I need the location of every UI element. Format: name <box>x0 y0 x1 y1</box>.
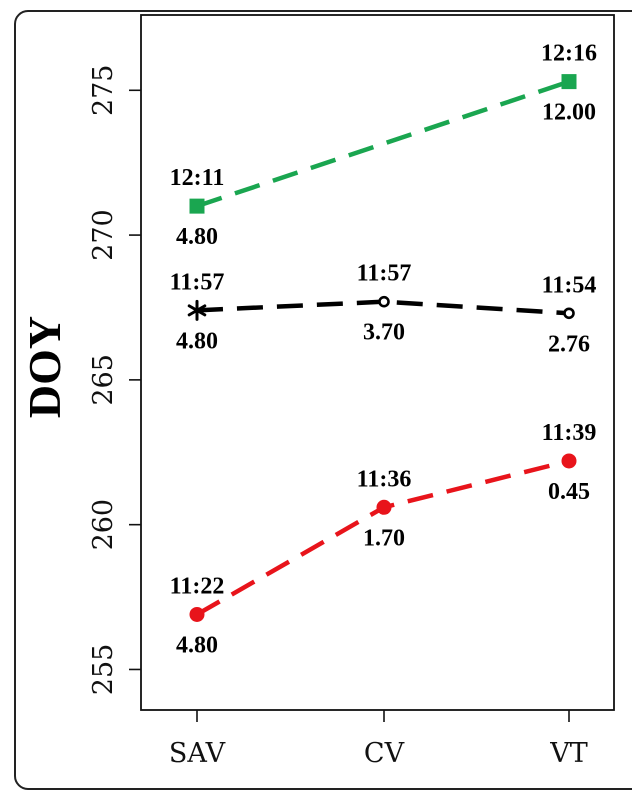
data-label-layer: 12:11 4.80 12:16 12.00 11:57 4.80 11:57 3.70 11:… <box>170 41 597 659</box>
data-label-value: 4.80 <box>176 328 218 354</box>
x-axis: SAV CV VT <box>169 710 588 768</box>
data-label-value: 1.70 <box>363 525 405 551</box>
data-point-marker <box>189 606 205 622</box>
data-label-time: 11:57 <box>170 269 225 295</box>
y-axis: 255 260 265 270 275 <box>88 65 141 696</box>
data-label-time: 12:16 <box>541 41 597 67</box>
data-point-marker <box>187 299 207 321</box>
data-label-value: 4.80 <box>176 632 218 658</box>
y-axis-title: DOY <box>19 316 70 418</box>
data-label-time: 11:57 <box>357 261 412 287</box>
data-label-value: 0.45 <box>548 479 590 505</box>
data-label-time: 11:54 <box>542 272 597 298</box>
x-tick-label: VT <box>549 738 588 768</box>
plot-area-box <box>140 14 615 711</box>
data-point-marker <box>189 198 205 214</box>
data-label-time: 11:36 <box>357 466 412 492</box>
series-line <box>196 299 570 316</box>
data-label-value: 12.00 <box>542 100 596 126</box>
x-tick-label: CV <box>364 738 405 768</box>
data-point-marker <box>561 453 577 469</box>
y-tick-label: 265 <box>88 354 119 406</box>
y-tick-label: 255 <box>88 644 119 696</box>
data-label-time: 12:11 <box>170 165 225 191</box>
data-point-marker <box>378 295 390 308</box>
series-layer <box>187 74 577 622</box>
y-tick-label: 270 <box>88 209 119 261</box>
data-point-marker <box>561 74 577 90</box>
data-label-value: 4.80 <box>176 224 218 250</box>
series-line <box>196 79 570 209</box>
data-label-value: 2.76 <box>548 331 590 357</box>
data-label-time: 11:39 <box>542 420 597 446</box>
data-point-marker <box>376 499 392 515</box>
data-label-value: 3.70 <box>363 320 405 346</box>
data-label-time: 11:22 <box>170 573 225 599</box>
y-tick-label: 275 <box>88 65 119 117</box>
y-tick-label: 260 <box>88 499 119 551</box>
data-point-marker <box>563 307 575 320</box>
x-tick-label: SAV <box>169 738 226 768</box>
